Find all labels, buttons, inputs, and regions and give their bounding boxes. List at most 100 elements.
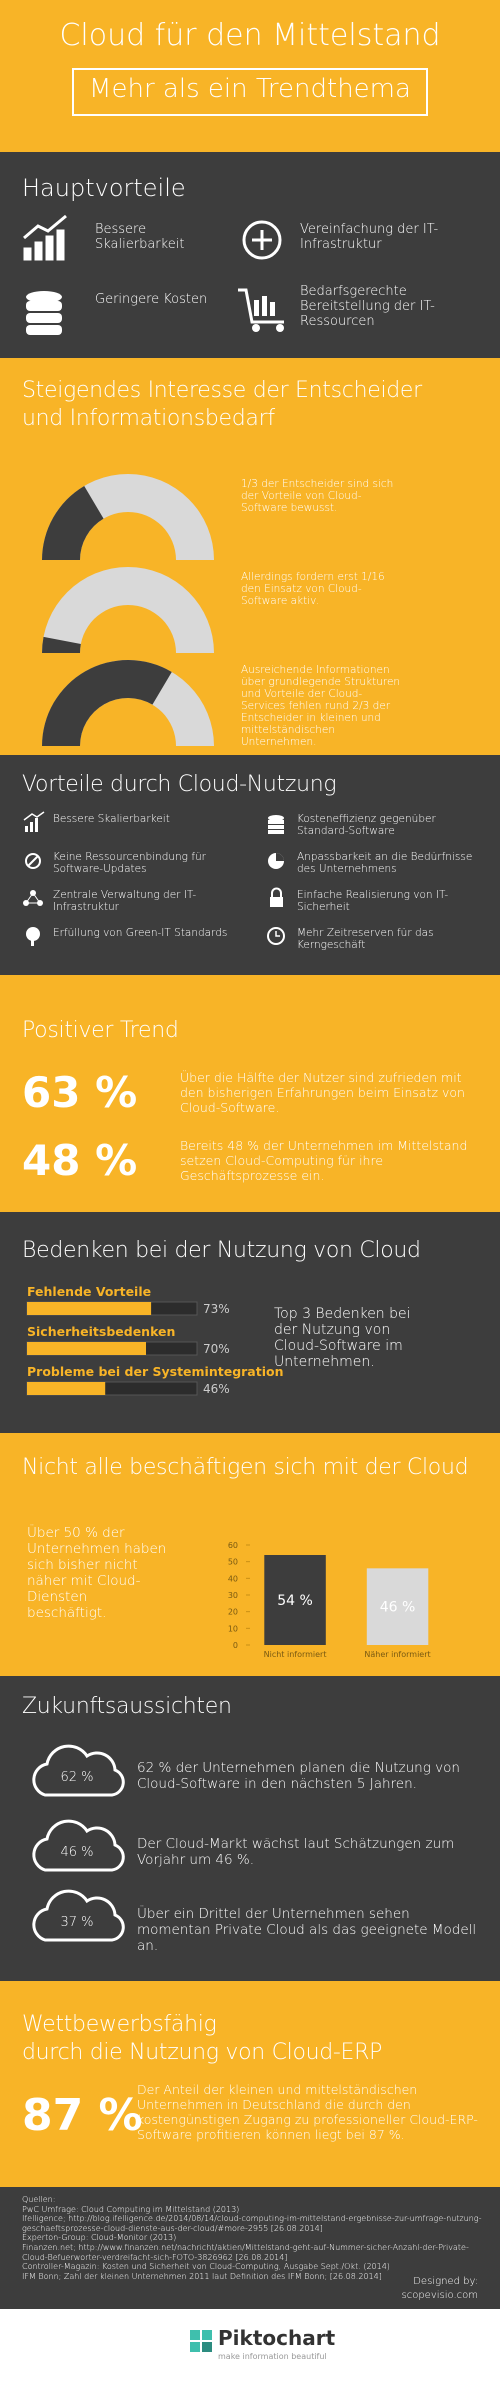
trend-text: Über die Hälfte der Nutzer sind zufriede… <box>180 1070 465 1115</box>
tagline: make information beautiful <box>218 2352 327 2361</box>
gauge-text: Allerdings fordern erst 1/16 den Einsatz… <box>241 571 385 607</box>
advantage: Bessere Skalierbarkeit <box>95 222 185 252</box>
bar-label: Fehlende Vorteile <box>27 1284 151 1299</box>
source: Ifelligence; http://blog.ifelligence.de/… <box>22 2214 482 2233</box>
erp-section <box>0 1981 500 2187</box>
outlook-figure: 46 % <box>60 1845 94 1860</box>
subtitle-box <box>72 68 428 116</box>
bar <box>27 1302 152 1315</box>
section-heading: Steigendes Interesse der Entscheider <box>22 378 422 403</box>
outlook-figure: 37 % <box>60 1915 94 1930</box>
brand: Piktochart <box>218 2326 336 2350</box>
bar <box>264 1555 326 1645</box>
benefit: Bessere Skalierbarkeit <box>53 813 170 825</box>
erp-text: Der Anteil der kleinen und mittelständis… <box>137 2082 478 2142</box>
icon-plus <box>242 220 282 260</box>
outlook-figure: 62 % <box>60 1770 94 1785</box>
subtitle: Mehr als ein Trendthema <box>89 74 411 104</box>
icon-small-block <box>25 853 41 869</box>
erp-figure: 87 % <box>22 2090 143 2141</box>
icon-small-lock <box>270 887 283 907</box>
icon-small-network <box>23 890 43 906</box>
value-label: 73% <box>203 1302 230 1316</box>
sources-heading: Quellen: <box>22 2195 56 2204</box>
trend-section <box>0 975 500 1212</box>
bar-label: Sicherheitsbedenken <box>27 1324 175 1339</box>
sources: Quellen: PwC Umfrage: Cloud Computing im… <box>22 2195 482 2281</box>
section-heading: Vorteile durch Cloud-Nutzung <box>22 772 337 797</box>
gauge-fill <box>42 485 104 560</box>
title: Cloud für den Mittelstand <box>59 18 441 53</box>
source: PwC Umfrage: Cloud Computing im Mittelst… <box>22 2204 240 2214</box>
section-heading: durch die Nutzung von Cloud-ERP <box>22 2040 383 2065</box>
gauges <box>42 474 214 746</box>
icon-cart <box>238 288 284 332</box>
annotation: Über 50 % der Unternehmen haben sich bis… <box>27 1525 167 1621</box>
value-label: 46 % <box>380 1600 416 1616</box>
designed-by: Designed by: <box>413 2276 478 2287</box>
bar-label: Probleme bei der Systemintegration <box>27 1364 283 1379</box>
y-tick-label: 20 <box>228 1608 238 1617</box>
section-heading: Positiver Trend <box>22 1018 179 1043</box>
icon-small-tree <box>26 927 40 946</box>
benefit: Zentrale Verwaltung der IT-Infrastruktur <box>53 889 197 913</box>
bar <box>27 1342 146 1355</box>
source: Controller-Magazin: Kosten und Sicherhei… <box>22 2262 390 2272</box>
section-heading: und Informationsbedarf <box>22 406 275 431</box>
trend-text: Bereits 48 % der Unternehmen im Mittelst… <box>180 1138 468 1183</box>
gauge-fill <box>42 660 172 746</box>
bar <box>27 1382 106 1395</box>
header-section <box>0 0 500 152</box>
gauge-fill <box>42 636 81 653</box>
chart-title: Nicht alle beschäftigen sich mit der Clo… <box>22 1455 469 1480</box>
source: Experton-Group: Cloud-Monitor (2013) <box>22 2233 177 2243</box>
icon-database <box>26 291 62 335</box>
benefit: Einfache Realisierung von IT-Sicherheit <box>297 889 449 913</box>
benefit: Anpassbarkeit an die Bedürfnisse des Unt… <box>297 851 473 875</box>
source: Finanzen.net; http://www.finanzen.net/na… <box>22 2242 469 2262</box>
icon-growth <box>23 214 67 261</box>
annotation: Top 3 Bedenken bei der Nutzung von Cloud… <box>274 1306 411 1370</box>
benefit: Mehr Zeitreserven für das Kerngeschäft <box>297 927 434 951</box>
value-label: 46% <box>203 1382 230 1396</box>
y-tick-label: 10 <box>228 1624 238 1633</box>
cloud-icon <box>32 1744 125 1942</box>
icon-small-clock <box>267 927 285 945</box>
chart-title: Bedenken bei der Nutzung von Cloud <box>22 1238 421 1263</box>
outlook-text: Der Cloud-Markt wächst laut Schätzungen … <box>137 1836 455 1868</box>
x-tick-label: Näher informiert <box>364 1650 430 1659</box>
sources-section <box>0 2187 500 2309</box>
logo-mark <box>190 2330 212 2352</box>
y-tick-label: 30 <box>228 1591 238 1600</box>
trend-figure: 63 % <box>22 1068 138 1117</box>
advantage: Vereinfachung der IT-Infrastruktur <box>300 222 439 252</box>
gauge-text: 1/3 der Entscheider sind sich der Vortei… <box>241 478 394 514</box>
gauge-text: Ausreichende Informationen über grundleg… <box>241 664 401 748</box>
bar <box>366 1568 429 1645</box>
y-tick-label: 40 <box>228 1574 238 1583</box>
gauge-track <box>42 567 214 653</box>
benefit: Erfüllung von Green-IT Standards <box>53 927 228 939</box>
y-tick-label: 60 <box>228 1541 238 1550</box>
outlook-text: 62 % der Unternehmen planen die Nutzung … <box>137 1760 460 1792</box>
value-label: 70% <box>203 1342 230 1356</box>
concerns-section <box>0 1212 500 1433</box>
information-chart: 0 10 20 30 40 50 60 54 % Nicht informiert 46 % Näh… <box>228 1541 431 1659</box>
source: IFM Bonn; Zahl der kleinen Unternehmen 2… <box>22 2271 382 2281</box>
benefit: Keine Ressourcenbindung für Software-Upd… <box>53 851 206 875</box>
trend-figure: 48 % <box>22 1136 138 1185</box>
advantage: Bedarfsgerechte Bereitstellung der IT-Re… <box>300 284 435 329</box>
section-heading: Wettbewerbsfähig <box>22 2012 217 2037</box>
designer: scopevisio.com <box>401 2290 479 2301</box>
y-tick-label: 50 <box>228 1558 238 1567</box>
value-label: 54 % <box>277 1593 313 1609</box>
outlook-text: Über ein Drittel der Unternehmen sehen m… <box>137 1906 477 1954</box>
advantage: Geringere Kosten <box>95 292 208 307</box>
x-tick-label: Nicht informiert <box>264 1650 327 1659</box>
section-heading: Zukunftsaussichten <box>22 1694 232 1719</box>
icon-small-pie <box>268 853 284 869</box>
section-heading: Hauptvorteile <box>22 174 186 202</box>
y-tick-label: 0 <box>233 1641 238 1650</box>
